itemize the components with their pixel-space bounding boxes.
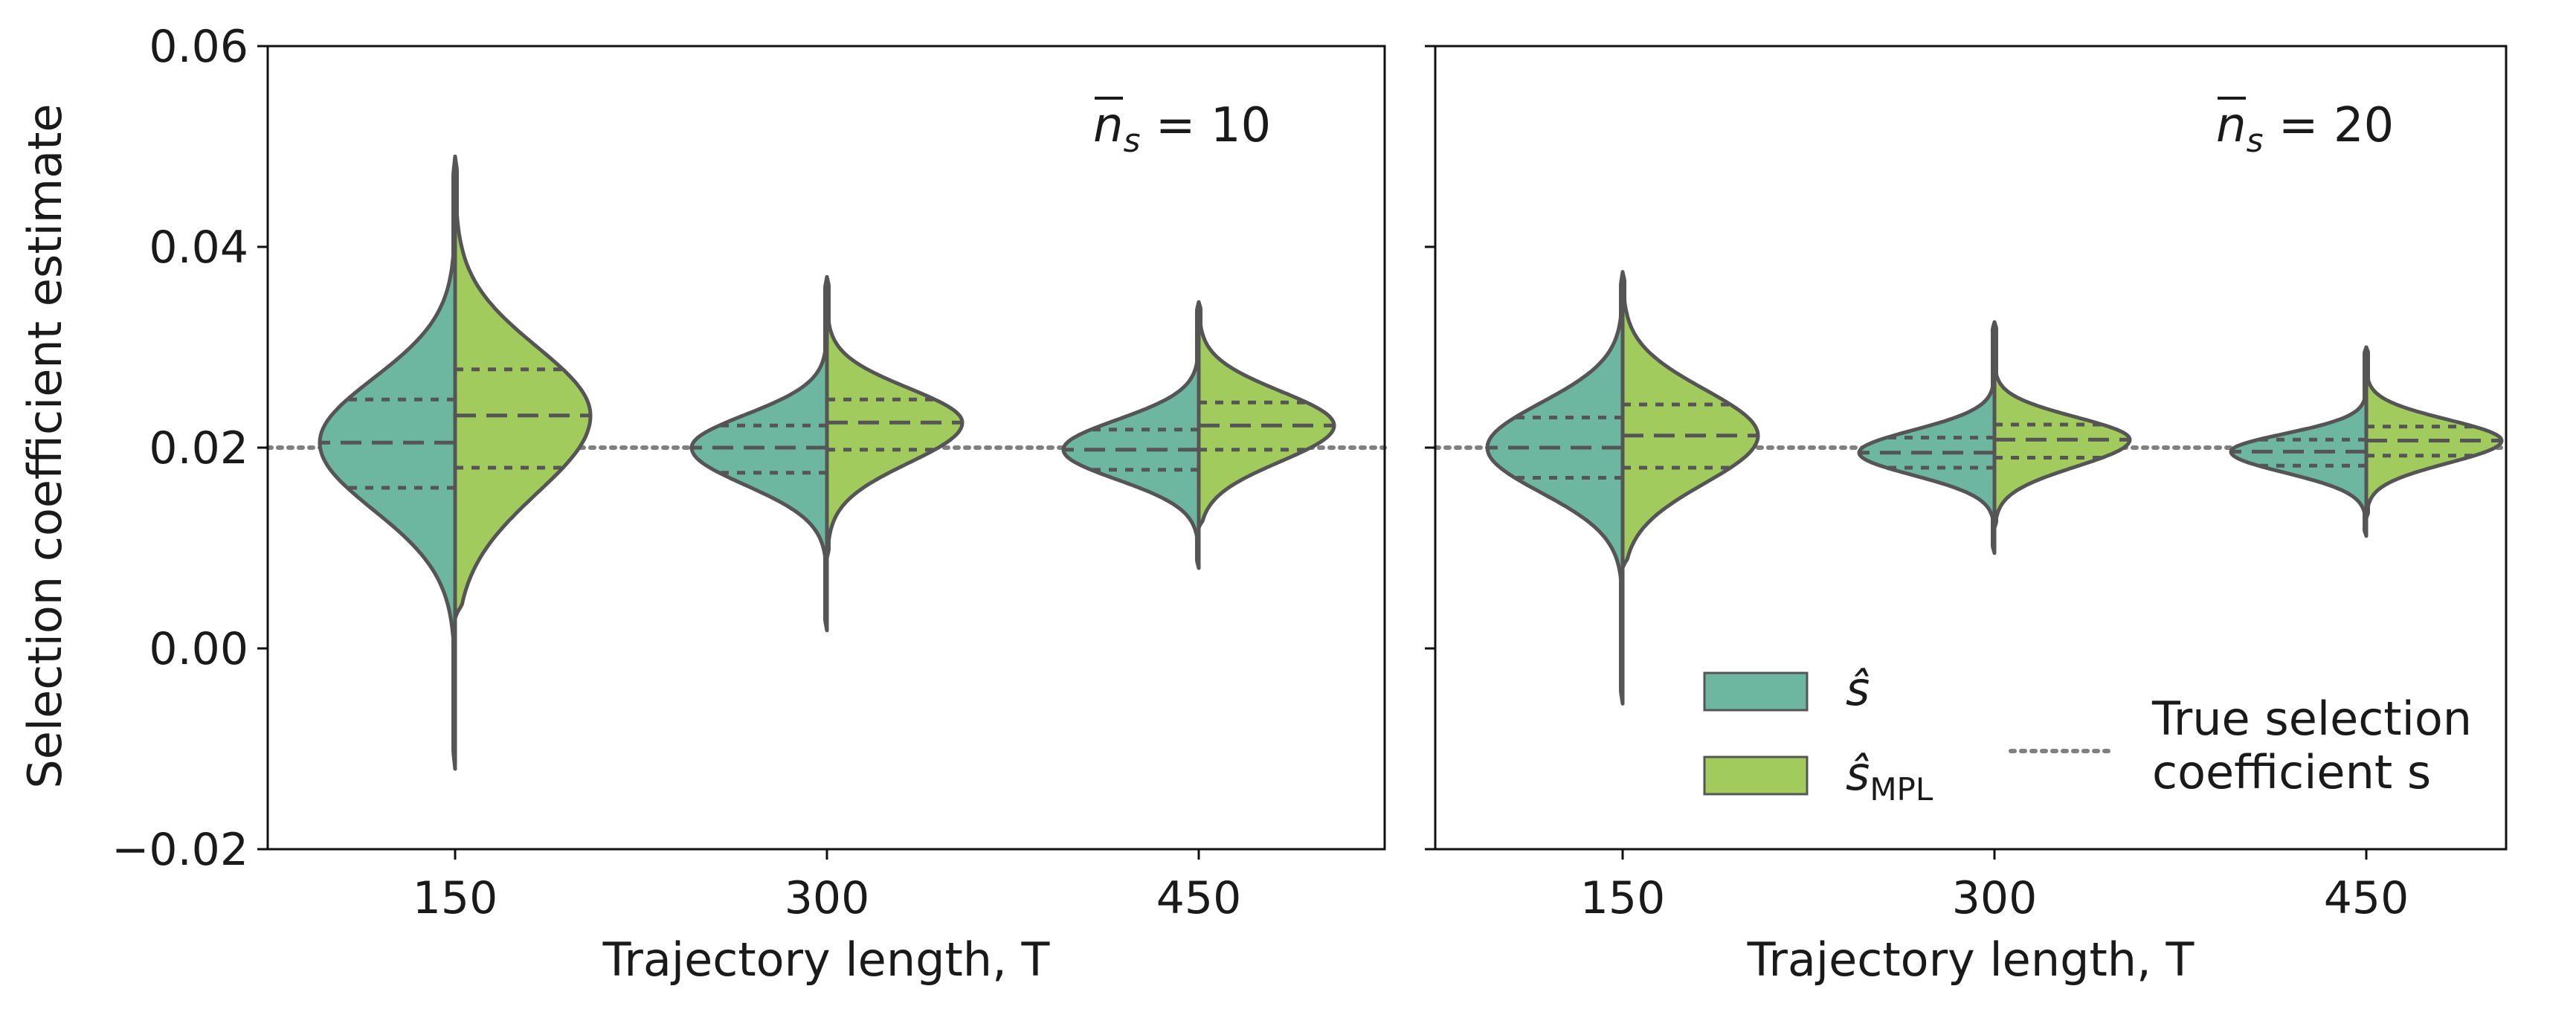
annotation-n: n [1093,98,1124,153]
violin-s-hat-T450 [2229,345,2369,538]
x-tick-label: 150 [413,872,498,924]
legend-swatch-s-mpl [1703,755,1809,796]
legend-label-true-line2: coefficient s [2152,745,2431,799]
violin-s-hat-T450-body [2229,345,2369,538]
y-tick-label: 0.00 [149,623,248,675]
violin-s-hat-T300-body [689,275,829,633]
x-tick-label: 450 [2324,872,2409,924]
violin-s-hat-T150 [1485,270,1625,706]
violin-T150 [318,155,593,771]
violin-s-hat-T450-body [1061,300,1201,570]
legend-swatch-s-hat [1703,671,1809,712]
annotation-value: = 10 [1141,98,1272,153]
y-tick-label: 0.06 [149,21,248,73]
violin-T300 [1857,320,2132,555]
violin-s-hat-T150-body [1485,270,1625,706]
violin-s-mpl-T450-body [1197,300,1336,530]
annotation-value: = 20 [2264,98,2395,153]
violin-T300 [689,275,965,633]
violin-s-mpl-T450 [1197,300,1336,530]
legend-label-s-hat: ŝ [1846,662,1870,716]
y-axis-label: Selection coefficient estimate [18,103,72,788]
violin-s-hat-T150-body [318,155,457,771]
violin-s-mpl-T300 [1992,320,2132,530]
violin-s-mpl-T150-body [453,155,593,620]
violin-s-hat-T450 [1061,300,1201,570]
violin-T450 [1061,300,1336,570]
right-panel: 150 300 450 Trajectory length, T ns = 20 [1425,45,2508,987]
x-tick-label: 450 [1156,872,1242,924]
sample-size-annotation: ns = 10 [1093,98,1271,160]
x-tick-label: 300 [1952,872,2038,924]
x-tick-label: 300 [785,872,870,924]
violin-s-mpl-T300-body [825,275,965,560]
legend-label-true-line1: True selection [2151,692,2472,746]
violin-s-mpl-T300 [825,275,965,560]
sample-size-annotation: ns = 20 [2216,98,2394,160]
left-panel: 150 300 450 0.06 0.04 0.02 0.00 −0.02 Trajectory… [112,21,1387,987]
legend-s-mpl-subscript: MPL [1870,771,1933,808]
x-axis-label: Trajectory length, T [602,932,1051,987]
violin-T450 [2229,345,2504,538]
violin-s-mpl-T150 [1620,270,1760,570]
x-axis-label: Trajectory length, T [1747,932,2195,987]
violin-s-hat-T150 [318,155,457,771]
violin-s-mpl-T150 [453,155,593,620]
legend-label-s-mpl: ŝMPL [1846,747,1933,808]
violin-s-hat-T300 [689,275,829,633]
annotation-n: n [2216,98,2247,153]
y-tick-label: 0.02 [149,422,248,474]
violin-s-mpl-T450 [2364,345,2504,520]
x-tick-label: 150 [1580,872,1666,924]
violin-s-mpl-T450-body [2364,345,2504,520]
violin-T150 [1485,270,1760,706]
violin-s-mpl-T150-body [1620,270,1760,570]
y-tick-label: −0.02 [112,824,248,876]
y-tick-label: 0.04 [149,222,248,274]
annotation-subscript: s [1124,122,1141,160]
violin-s-hat-T300 [1857,320,1997,555]
legend-s-mpl-main: ŝ [1846,747,1870,801]
annotation-subscript: s [2247,122,2264,160]
